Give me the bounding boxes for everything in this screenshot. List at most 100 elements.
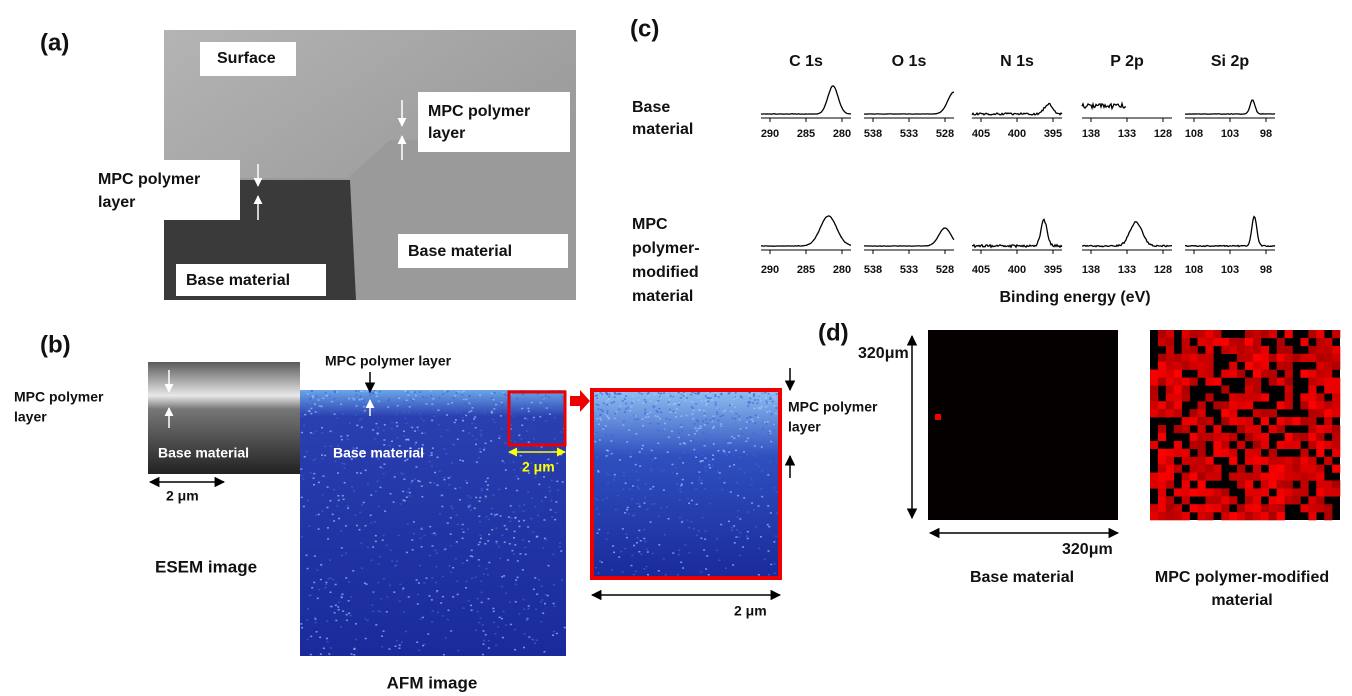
speck bbox=[480, 580, 483, 583]
speck bbox=[431, 621, 434, 623]
pixel bbox=[1165, 337, 1175, 347]
speck bbox=[618, 556, 621, 558]
pixel bbox=[1276, 361, 1285, 370]
speck bbox=[536, 593, 539, 596]
speck bbox=[484, 442, 487, 445]
speck bbox=[433, 532, 436, 534]
speck bbox=[359, 390, 362, 393]
speck bbox=[597, 408, 600, 410]
speck bbox=[544, 465, 547, 468]
speck bbox=[613, 401, 616, 403]
speck bbox=[750, 484, 753, 486]
speck bbox=[614, 412, 617, 415]
pixel bbox=[1252, 448, 1262, 457]
speck bbox=[431, 532, 434, 535]
speck bbox=[523, 404, 526, 407]
pixel bbox=[1324, 440, 1333, 450]
speck bbox=[716, 549, 719, 552]
pixel bbox=[1189, 353, 1198, 362]
speck bbox=[406, 458, 409, 461]
speck bbox=[317, 481, 320, 484]
pixel bbox=[1173, 504, 1182, 513]
speck bbox=[754, 399, 757, 401]
speck bbox=[311, 396, 314, 399]
speck bbox=[731, 417, 734, 419]
speck bbox=[542, 476, 545, 478]
speck bbox=[420, 485, 423, 487]
speck bbox=[681, 429, 684, 432]
speck bbox=[539, 402, 542, 404]
pixel bbox=[1276, 472, 1285, 481]
speck bbox=[760, 446, 763, 448]
zoom-arrow bbox=[570, 390, 590, 412]
pixel bbox=[1157, 496, 1167, 505]
speck bbox=[665, 418, 668, 420]
speck bbox=[325, 637, 328, 640]
speck bbox=[415, 466, 418, 468]
speck bbox=[666, 451, 669, 453]
speck bbox=[645, 565, 648, 568]
speck bbox=[694, 488, 697, 490]
tick-label: 98 bbox=[1260, 264, 1272, 276]
speck bbox=[634, 463, 637, 466]
speck bbox=[775, 439, 778, 442]
speck bbox=[346, 438, 349, 441]
speck bbox=[629, 452, 632, 455]
speck bbox=[650, 503, 653, 505]
speck bbox=[741, 432, 744, 435]
speck bbox=[654, 457, 657, 459]
speck bbox=[393, 476, 396, 478]
speck bbox=[440, 494, 443, 497]
speck bbox=[638, 392, 641, 394]
speck bbox=[612, 478, 615, 481]
speck bbox=[634, 418, 637, 421]
speck bbox=[692, 407, 695, 409]
speck bbox=[774, 398, 777, 400]
speck bbox=[337, 444, 340, 447]
pixel bbox=[1189, 377, 1198, 386]
speck bbox=[704, 400, 707, 402]
speck bbox=[402, 490, 405, 493]
speck bbox=[504, 592, 507, 594]
speck bbox=[697, 479, 700, 481]
pixel bbox=[1252, 409, 1262, 418]
speck bbox=[646, 548, 649, 551]
pixel bbox=[1229, 472, 1238, 481]
pixel bbox=[1205, 512, 1214, 521]
speck bbox=[477, 457, 480, 459]
speck bbox=[652, 405, 655, 408]
pixel bbox=[1237, 401, 1246, 410]
speck bbox=[479, 451, 482, 453]
pixel bbox=[1268, 472, 1277, 481]
speck bbox=[624, 482, 627, 484]
speck bbox=[309, 432, 312, 434]
speck bbox=[398, 600, 401, 603]
pixel bbox=[1165, 401, 1175, 410]
speck bbox=[544, 593, 547, 596]
speck bbox=[550, 479, 553, 482]
speck bbox=[597, 404, 600, 406]
speck bbox=[474, 576, 477, 578]
speck bbox=[509, 428, 512, 430]
speck bbox=[429, 390, 432, 392]
speck bbox=[745, 440, 748, 442]
speck bbox=[552, 553, 555, 556]
speck bbox=[664, 422, 667, 425]
panel-label: (b) bbox=[40, 331, 71, 358]
speck bbox=[769, 398, 772, 401]
pixel bbox=[1189, 488, 1198, 497]
speck bbox=[650, 469, 653, 472]
pixel bbox=[1292, 440, 1301, 450]
speck bbox=[482, 573, 485, 575]
speck bbox=[521, 407, 524, 410]
speck bbox=[366, 619, 369, 622]
caption: MPC polymer-modified bbox=[1155, 569, 1329, 586]
speck bbox=[722, 392, 725, 394]
speck bbox=[697, 420, 700, 423]
pixel bbox=[1268, 504, 1277, 513]
speck bbox=[663, 443, 666, 446]
pixel bbox=[1268, 425, 1277, 434]
pixel bbox=[1276, 440, 1285, 450]
speck bbox=[480, 490, 483, 492]
tick-label: 133 bbox=[1118, 128, 1136, 140]
